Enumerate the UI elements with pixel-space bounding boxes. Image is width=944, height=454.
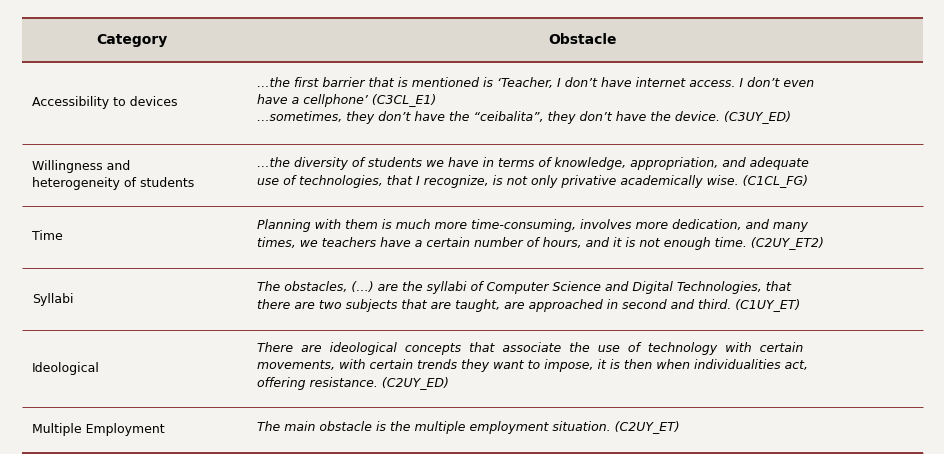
Bar <box>22 62 922 144</box>
Bar <box>22 407 922 453</box>
Text: There  are  ideological  concepts  that  associate  the  use  of  technology  wi: There are ideological concepts that asso… <box>257 342 802 355</box>
Text: there are two subjects that are taught, are approached in second and third. (C1U: there are two subjects that are taught, … <box>257 299 800 311</box>
Text: offering resistance. (C2UY_ED): offering resistance. (C2UY_ED) <box>257 377 448 390</box>
Text: times, we teachers have a certain number of hours, and it is not enough time. (C: times, we teachers have a certain number… <box>257 237 823 250</box>
Text: …the diversity of students we have in terms of knowledge, appropriation, and ade: …the diversity of students we have in te… <box>257 157 808 170</box>
Text: Accessibility to devices: Accessibility to devices <box>32 97 177 109</box>
Text: The obstacles, (…) are the syllabi of Computer Science and Digital Technologies,: The obstacles, (…) are the syllabi of Co… <box>257 281 790 294</box>
Text: …the first barrier that is mentioned is ‘Teacher, I don’t have internet access. : …the first barrier that is mentioned is … <box>257 77 813 89</box>
Text: Obstacle: Obstacle <box>548 33 616 47</box>
Text: have a cellphone’ (C3CL_E1): have a cellphone’ (C3CL_E1) <box>257 94 435 107</box>
Text: …sometimes, they don’t have the “ceibalita”, they don’t have the device. (C3UY_E: …sometimes, they don’t have the “ceibali… <box>257 111 790 124</box>
Bar <box>22 144 922 206</box>
Text: Category: Category <box>96 33 168 47</box>
Text: Multiple Employment: Multiple Employment <box>32 424 164 436</box>
Bar <box>22 268 922 330</box>
Text: movements, with certain trends they want to impose, it is then when individualit: movements, with certain trends they want… <box>257 360 807 372</box>
Text: Syllabi: Syllabi <box>32 292 74 306</box>
Text: Willingness and
heterogeneity of students: Willingness and heterogeneity of student… <box>32 160 194 190</box>
Text: Ideological: Ideological <box>32 362 100 375</box>
Bar <box>22 330 922 407</box>
Text: Planning with them is much more time-consuming, involves more dedication, and ma: Planning with them is much more time-con… <box>257 219 807 232</box>
Text: Time: Time <box>32 231 62 243</box>
Text: The main obstacle is the multiple employment situation. (C2UY_ET): The main obstacle is the multiple employ… <box>257 421 679 434</box>
Bar <box>22 206 922 268</box>
Text: use of technologies, that I recognize, is not only privative academically wise. : use of technologies, that I recognize, i… <box>257 174 807 188</box>
Bar <box>22 18 922 62</box>
